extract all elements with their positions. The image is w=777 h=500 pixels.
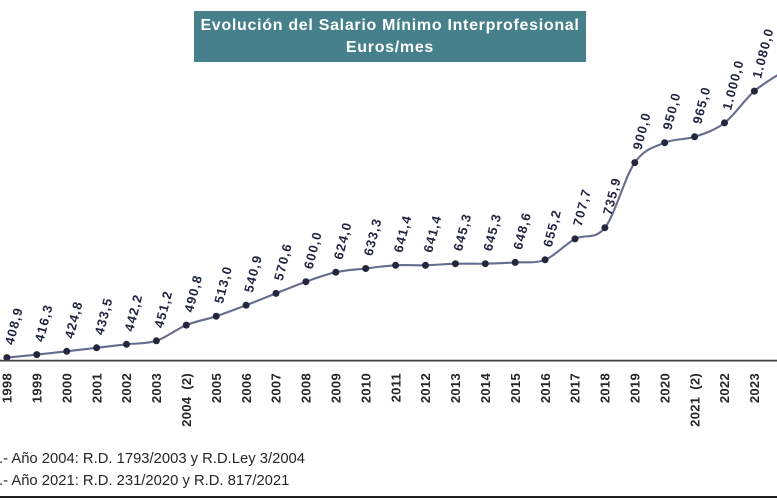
svg-text:2012: 2012: [418, 373, 433, 403]
svg-text:655,2: 655,2: [540, 208, 564, 249]
svg-text:2001: 2001: [89, 373, 104, 403]
svg-text:2005: 2005: [209, 373, 224, 403]
svg-text:1.080,0: 1.080,0: [749, 26, 776, 80]
svg-text:442,2: 442,2: [121, 292, 145, 333]
svg-text:451,2: 451,2: [151, 289, 175, 330]
svg-text:633,3: 633,3: [361, 216, 385, 257]
svg-text:600,0: 600,0: [301, 230, 325, 271]
svg-text:490,8: 490,8: [181, 273, 205, 314]
svg-text:2010: 2010: [358, 373, 373, 403]
svg-text:2018: 2018: [598, 373, 613, 403]
svg-text:2007: 2007: [269, 373, 284, 403]
svg-text:624,0: 624,0: [331, 220, 355, 261]
svg-text:2000: 2000: [59, 373, 74, 403]
svg-text:513,0: 513,0: [211, 264, 235, 305]
svg-text:540,9: 540,9: [241, 253, 265, 294]
svg-text:2019: 2019: [628, 373, 643, 403]
svg-text:2004 (2): 2004 (2): [179, 373, 194, 427]
svg-text:648,6: 648,6: [510, 210, 534, 251]
svg-text:645,3: 645,3: [480, 212, 504, 253]
svg-text:1999: 1999: [30, 373, 45, 403]
svg-text:1998: 1998: [0, 373, 15, 403]
svg-text:2002: 2002: [119, 373, 134, 403]
svg-text:645,3: 645,3: [450, 212, 474, 253]
svg-text:433,5: 433,5: [91, 296, 115, 337]
svg-text:416,3: 416,3: [32, 303, 56, 344]
svg-text:424,8: 424,8: [62, 299, 86, 340]
svg-text:2013: 2013: [448, 373, 463, 403]
svg-text:408,9: 408,9: [2, 306, 26, 347]
svg-text:2006: 2006: [239, 373, 254, 403]
svg-text:570,6: 570,6: [271, 241, 295, 282]
svg-text:950,0: 950,0: [660, 91, 684, 132]
svg-text:2015: 2015: [508, 373, 523, 403]
svg-text:2020: 2020: [657, 373, 672, 403]
svg-text:2017: 2017: [568, 373, 583, 403]
svg-text:2014: 2014: [478, 373, 493, 404]
svg-text:2021 (2): 2021 (2): [687, 373, 702, 427]
svg-text:2022: 2022: [717, 373, 732, 403]
svg-text:2023: 2023: [747, 373, 762, 403]
svg-text:641,4: 641,4: [390, 213, 414, 254]
svg-text:641,4: 641,4: [420, 213, 444, 254]
svg-text:2016: 2016: [538, 373, 553, 403]
svg-text:707,7: 707,7: [570, 187, 594, 228]
svg-text:2011: 2011: [388, 373, 403, 402]
svg-text:2008: 2008: [299, 373, 314, 403]
svg-text:2009: 2009: [329, 373, 344, 403]
svg-text:900,0: 900,0: [630, 111, 654, 152]
svg-text:965,0: 965,0: [689, 85, 713, 126]
svg-text:2003: 2003: [149, 373, 164, 403]
